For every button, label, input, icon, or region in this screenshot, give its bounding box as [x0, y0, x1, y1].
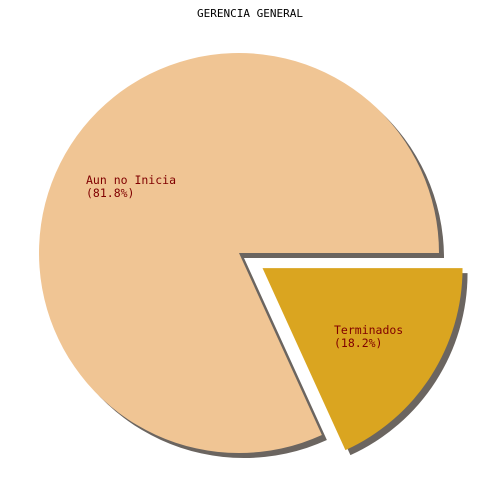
slice-label-percent: (81.8%)	[86, 186, 134, 200]
chart-title: GERENCIA GENERAL	[197, 7, 303, 20]
slice-label-name: Aun no Inicia	[86, 173, 176, 187]
slice-label-name: Terminados	[334, 323, 403, 337]
pie-labels: Aun no Inicia (81.8%) Terminados (18.2%)	[86, 173, 403, 350]
slice-aun-no-inicia	[38, 53, 440, 454]
pie-slices	[38, 53, 463, 454]
slice-label-terminados: Terminados (18.2%)	[334, 323, 403, 350]
slice-label-aun-no-inicia: Aun no Inicia (81.8%)	[86, 173, 176, 200]
slice-terminados	[262, 268, 463, 451]
slice-label-percent: (18.2%)	[334, 336, 382, 350]
